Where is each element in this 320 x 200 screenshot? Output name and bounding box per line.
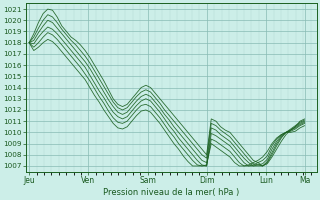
- X-axis label: Pression niveau de la mer( hPa ): Pression niveau de la mer( hPa ): [103, 188, 239, 197]
